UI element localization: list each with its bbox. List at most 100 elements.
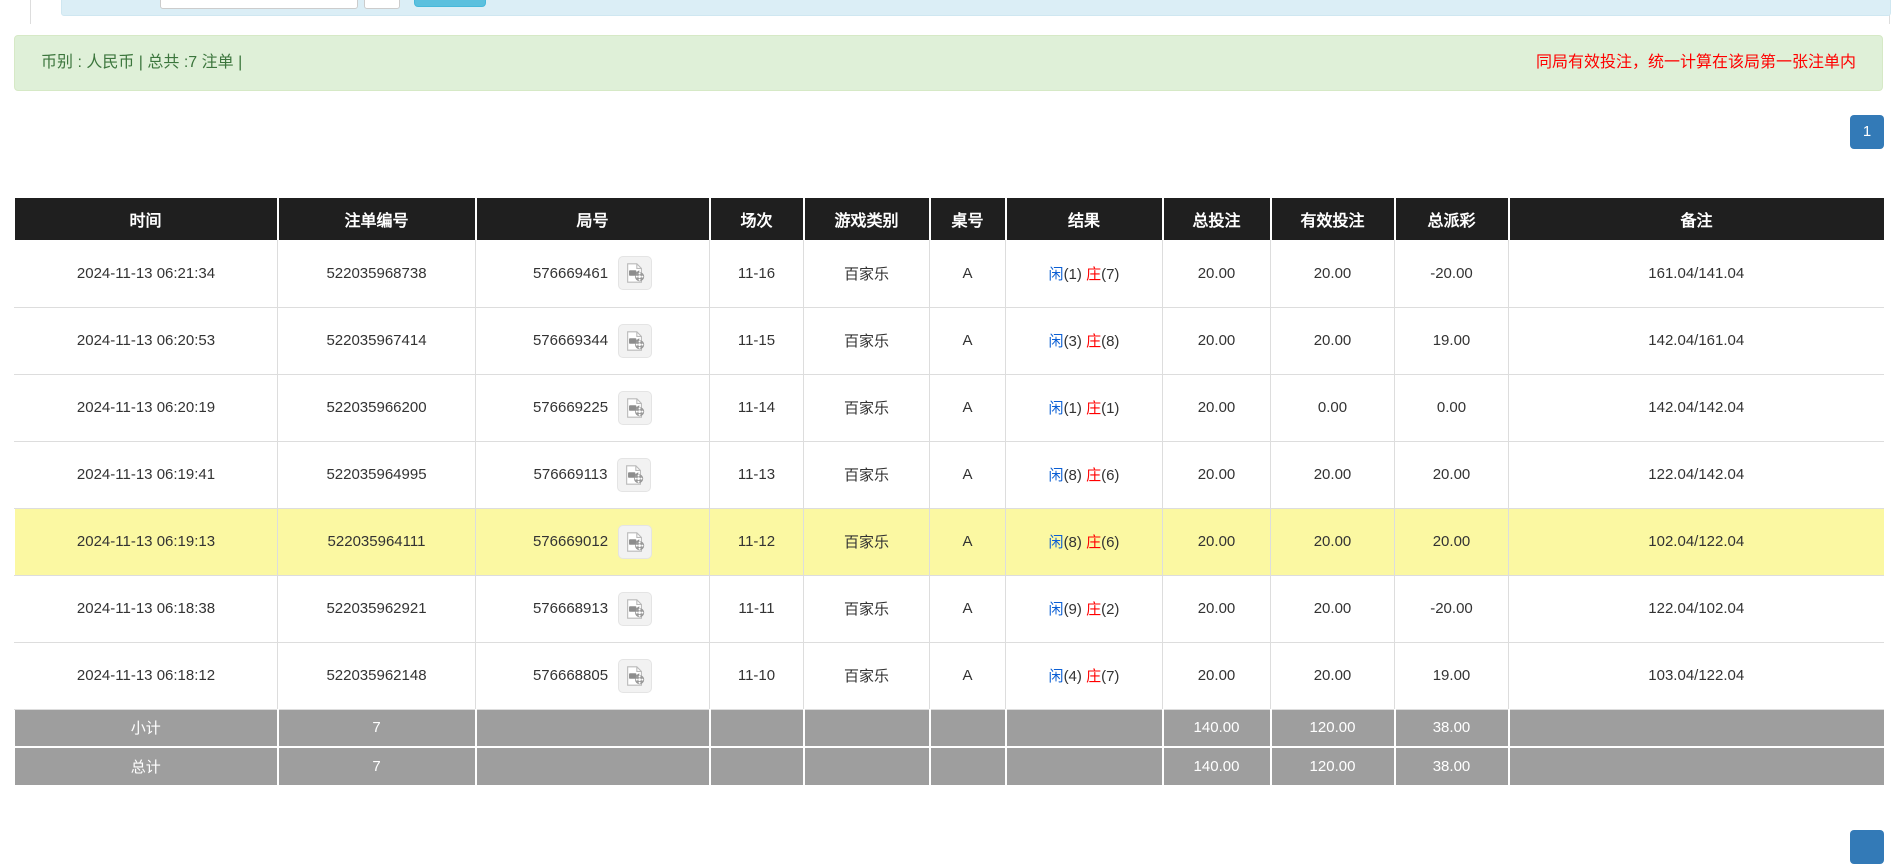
cell-result: 闲(8) 庄(6) (1005, 441, 1163, 509)
cell-bet-no: 522035966200 (277, 374, 476, 442)
cell-valid-bet: 20.00 (1270, 240, 1395, 308)
cell-valid-bet: 20.00 (1270, 441, 1395, 509)
summary-payout: 38.00 (1394, 709, 1510, 748)
video-replay-icon[interactable] (618, 658, 653, 693)
cell-total-bet[interactable]: 20.00 (1162, 575, 1271, 643)
result-banker-value: (6) (1101, 534, 1120, 551)
column-header-bet-no[interactable]: 注单编号 (277, 198, 477, 240)
result-player-label: 闲 (1048, 534, 1064, 551)
round-no-text: 576668913 (532, 600, 609, 617)
result-player-label: 闲 (1048, 467, 1064, 484)
video-replay-icon[interactable] (618, 524, 653, 559)
result-player-label: 闲 (1048, 668, 1064, 685)
video-replay-icon[interactable] (618, 390, 653, 425)
column-header-payout[interactable]: 总派彩 (1394, 198, 1510, 240)
cell-table-no: A (929, 642, 1006, 710)
table-row[interactable]: 2024-11-13 06:18:38 522035962921 576668913… (14, 575, 1884, 643)
cell-total-bet[interactable]: 20.00 (1162, 307, 1271, 375)
cell-remark: 122.04/142.04 (1508, 441, 1884, 509)
cell-round-no: 576669113 (475, 441, 710, 509)
result-player-value: (1) (1063, 400, 1082, 417)
column-header-result[interactable]: 结果 (1005, 198, 1164, 240)
column-header-session[interactable]: 场次 (709, 198, 805, 240)
cell-table-no: A (929, 441, 1006, 509)
cell-remark: 142.04/161.04 (1508, 307, 1884, 375)
table-header-row: 时间 注单编号 局号 场次 游戏类别 桌号 结果 总投注 有效投注 总派彩 备注 (14, 198, 1884, 240)
cell-payout: 19.00 (1394, 642, 1509, 710)
grandtotal-row: 总计 7 140.00 120.00 38.00 (14, 747, 1884, 785)
cell-game-type: 百家乐 (803, 441, 930, 509)
cell-session: 11-14 (709, 374, 804, 442)
result-player-value: (4) (1063, 668, 1082, 685)
result-player-label: 闲 (1048, 265, 1064, 283)
search-panel-container (30, 0, 1891, 24)
result-banker-value: (2) (1101, 601, 1120, 618)
column-header-valid-bet[interactable]: 有效投注 (1270, 198, 1396, 240)
table-row[interactable]: 2024-11-13 06:20:19 522035966200 576669225… (14, 374, 1884, 442)
result-player-value: (9) (1063, 601, 1082, 618)
result-banker-label: 庄 (1086, 333, 1102, 350)
column-header-table-no[interactable]: 桌号 (929, 198, 1007, 240)
cell-remark: 161.04/141.04 (1508, 240, 1884, 308)
round-no-text: 576668805 (532, 667, 609, 684)
cell-game-type: 百家乐 (803, 508, 930, 576)
cell-bet-no: 522035962148 (277, 642, 476, 710)
cell-session: 11-13 (709, 441, 804, 509)
cell-table-no: A (929, 508, 1006, 576)
cell-bet-no: 522035962921 (277, 575, 476, 643)
cell-total-bet[interactable]: 20.00 (1162, 508, 1271, 576)
cell-total-bet[interactable]: 20.00 (1162, 642, 1271, 710)
cell-result: 闲(8) 庄(6) (1005, 508, 1163, 576)
cell-table-no: A (929, 307, 1006, 375)
cell-session: 11-15 (709, 307, 804, 375)
pagination-page-1-top[interactable]: 1 (1850, 115, 1884, 149)
bet-records-table: 时间 注单编号 局号 场次 游戏类别 桌号 结果 总投注 有效投注 总派彩 备注… (14, 198, 1884, 785)
cell-result: 闲(4) 庄(7) (1005, 642, 1163, 710)
currency-summary-bar: 币别 : 人民币 | 总共 :7 注单 | 同局有效投注，统一计算在该局第一张注… (14, 35, 1883, 91)
video-replay-icon[interactable] (618, 591, 653, 626)
video-replay-icon[interactable] (617, 457, 652, 492)
search-secondary-field[interactable] (364, 0, 400, 9)
table-row[interactable]: 2024-11-13 06:20:53 522035967414 576669344… (14, 307, 1884, 375)
column-header-round-no[interactable]: 局号 (475, 198, 711, 240)
video-replay-icon[interactable] (618, 323, 653, 358)
result-player-value: (8) (1063, 467, 1082, 484)
video-replay-icon[interactable] (618, 256, 653, 291)
result-banker-value: (7) (1101, 265, 1120, 283)
column-header-remark[interactable]: 备注 (1508, 198, 1884, 240)
cell-time: 2024-11-13 06:21:34 (14, 240, 278, 308)
valid-bet-note: 同局有效投注，统一计算在该局第一张注单内 (1535, 54, 1856, 71)
cell-bet-no: 522035967414 (277, 307, 476, 375)
cell-bet-no: 522035964995 (277, 441, 476, 509)
table-row[interactable]: 2024-11-13 06:18:12 522035962148 576668805… (14, 642, 1884, 710)
cell-result: 闲(3) 庄(8) (1005, 307, 1163, 375)
cell-round-no: 576668805 (475, 642, 710, 710)
cell-session: 11-10 (709, 642, 804, 710)
result-banker-label: 庄 (1086, 400, 1102, 417)
table-row[interactable]: 2024-11-13 06:19:13 522035964111 576669012… (14, 508, 1884, 576)
cell-time: 2024-11-13 06:20:19 (14, 374, 278, 442)
search-input[interactable] (160, 0, 358, 9)
table-row[interactable]: 2024-11-13 06:19:41 522035964995 576669113… (14, 441, 1884, 509)
summary-blank-game (803, 747, 931, 785)
pagination-page-1-bottom[interactable] (1850, 830, 1884, 864)
column-header-time[interactable]: 时间 (14, 198, 279, 240)
round-no-text: 576669344 (532, 332, 609, 349)
column-header-total-bet[interactable]: 总投注 (1162, 198, 1272, 240)
cell-total-bet[interactable]: 20.00 (1162, 441, 1271, 509)
column-header-game-type[interactable]: 游戏类别 (803, 198, 931, 240)
search-submit-button[interactable] (414, 0, 486, 7)
cell-game-type: 百家乐 (803, 575, 930, 643)
cell-remark: 102.04/122.04 (1508, 508, 1884, 576)
round-no-text: 576669113 (533, 466, 608, 483)
cell-bet-no: 522035968738 (277, 240, 476, 308)
summary-label: 总计 (14, 747, 279, 785)
cell-total-bet[interactable]: 20.00 (1162, 240, 1271, 308)
cell-session: 11-12 (709, 508, 804, 576)
currency-summary-text: 币别 : 人民币 | 总共 :7 注单 | (41, 54, 243, 71)
summary-blank-remark (1508, 747, 1884, 785)
cell-table-no: A (929, 374, 1006, 442)
table-row[interactable]: 2024-11-13 06:21:34 522035968738 576669461… (14, 240, 1884, 308)
cell-total-bet[interactable]: 20.00 (1162, 374, 1271, 442)
cell-payout: 20.00 (1394, 441, 1509, 509)
